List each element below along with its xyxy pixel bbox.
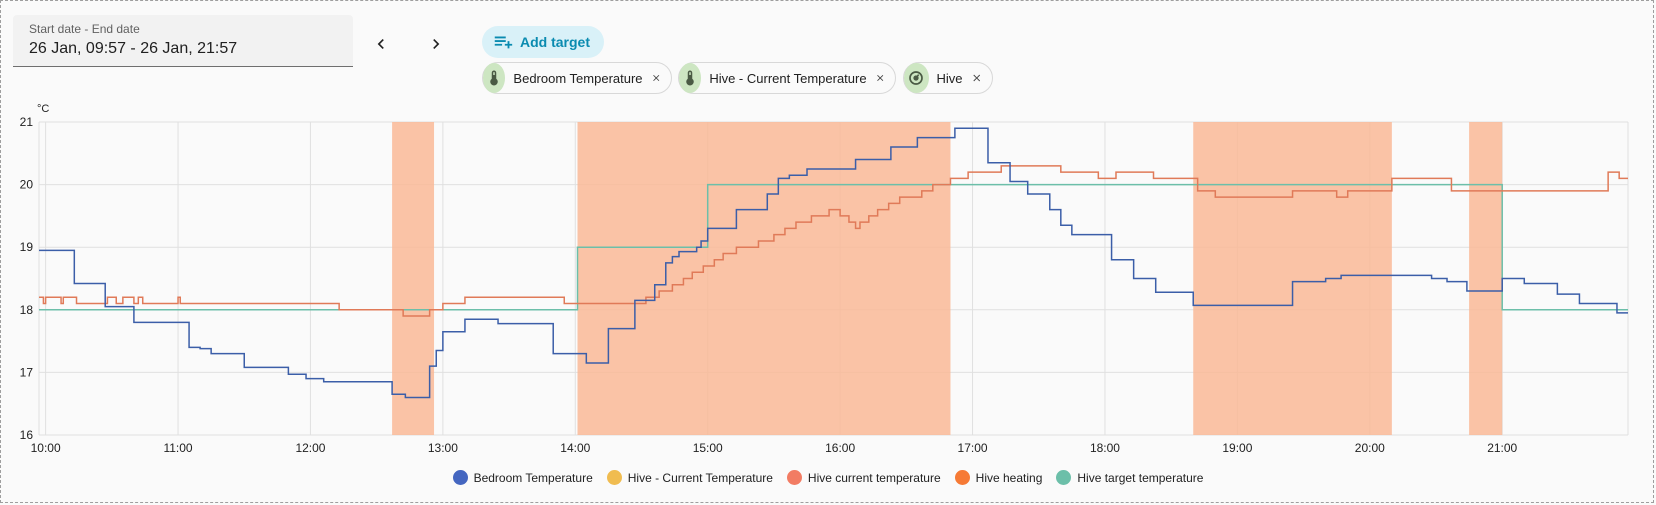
legend-color-dot [1056, 470, 1072, 485]
x-tick-label: 12:00 [295, 441, 325, 455]
playlist-plus-icon [494, 36, 513, 49]
x-tick-label: 10:00 [31, 441, 61, 455]
thermometer-icon [483, 63, 506, 93]
legend-item[interactable]: Hive current temperature [786, 470, 941, 485]
y-tick-label: 21 [20, 115, 34, 129]
x-tick-label: 14:00 [560, 441, 590, 455]
y-tick-label: 16 [20, 428, 34, 442]
chevron-left-icon [377, 39, 384, 49]
legend-label: Bedroom Temperature [473, 470, 593, 485]
date-range-picker[interactable]: Start date - End date 26 Jan, 09:57 - 26… [13, 15, 353, 67]
remove-target-close-icon[interactable] [875, 71, 885, 85]
target-chip-hive[interactable]: Hive [903, 62, 993, 94]
target-chip-label: Hive [936, 70, 963, 86]
x-tick-label: 15:00 [693, 441, 723, 455]
heating-band [392, 122, 435, 435]
thermostat-icon [904, 63, 929, 93]
target-chip-label: Bedroom Temperature [513, 70, 643, 86]
add-target-label: Add target [520, 34, 590, 50]
x-tick-label: 16:00 [825, 441, 855, 455]
previous-period-button[interactable] [363, 26, 399, 62]
heating-band [577, 122, 951, 435]
x-tick-label: 18:00 [1090, 441, 1120, 455]
legend-item[interactable]: Hive heating [954, 470, 1043, 485]
legend-label: Hive target temperature [1077, 470, 1204, 485]
legend-color-dot [954, 470, 970, 485]
target-chip-label: Hive - Current Temperature [709, 70, 867, 86]
chevron-right-icon [433, 39, 440, 49]
legend-color-dot [786, 470, 802, 485]
series-line-hive-current-temperature [39, 165, 1628, 317]
legend-item[interactable]: Hive target temperature [1056, 470, 1203, 485]
y-tick-label: 18 [20, 303, 34, 317]
legend-item[interactable]: Bedroom Temperature [452, 470, 593, 485]
add-target-button[interactable]: Add target [482, 26, 604, 58]
y-tick-label: 20 [20, 178, 34, 192]
x-tick-label: 20:00 [1355, 441, 1385, 455]
remove-target-close-icon[interactable] [971, 71, 982, 85]
heating-band [1193, 122, 1392, 435]
date-range-label: Start date - End date [29, 22, 140, 36]
y-tick-label: 17 [20, 365, 34, 379]
history-chart[interactable]: 16 17 18 19 20 21°C 10:00 11:00 12:00 13:00 14:00 1… [0, 98, 1656, 468]
legend-label: Hive current temperature [807, 470, 941, 485]
y-axis-unit-label: °C [37, 103, 49, 115]
thermometer-icon [679, 63, 702, 93]
x-tick-label: 11:00 [163, 441, 192, 455]
legend-color-dot [452, 470, 468, 485]
x-tick-label: 21:00 [1487, 441, 1517, 455]
target-chip-hive-current-temperature[interactable]: Hive - Current Temperature [678, 62, 896, 94]
x-tick-label: 17:00 [958, 441, 988, 455]
target-chip-bedroom-temperature[interactable]: Bedroom Temperature [482, 62, 672, 94]
heating-band [1469, 122, 1503, 435]
legend-label: Hive heating [975, 470, 1043, 485]
x-tick-label: 13:00 [428, 441, 458, 455]
remove-target-close-icon[interactable] [651, 71, 661, 85]
legend-color-dot [606, 470, 622, 485]
series-line-bedroom-temperature [39, 127, 1628, 399]
chart-legend: Bedroom Temperature Hive - Current Temper… [0, 470, 1656, 485]
legend-item[interactable]: Hive - Current Temperature [606, 470, 773, 485]
legend-label: Hive - Current Temperature [627, 470, 773, 485]
x-tick-label: 19:00 [1222, 441, 1252, 455]
date-range-value: 26 Jan, 09:57 - 26 Jan, 21:57 [29, 40, 238, 57]
next-period-button[interactable] [418, 26, 454, 62]
y-tick-label: 19 [20, 240, 34, 254]
